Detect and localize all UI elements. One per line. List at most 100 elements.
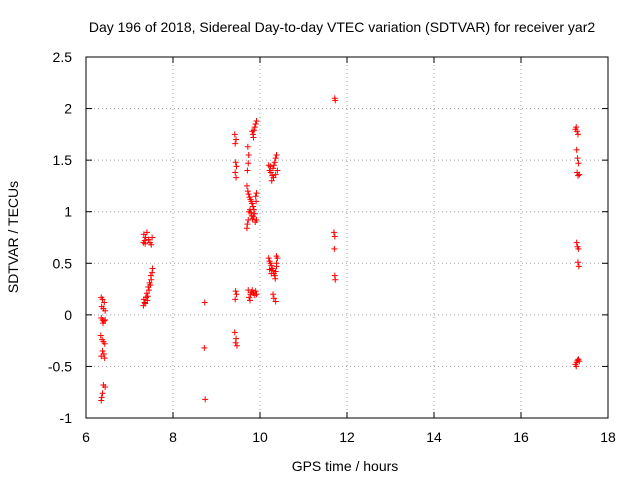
data-point	[243, 182, 250, 189]
data-point	[274, 167, 281, 174]
data-point	[245, 216, 252, 223]
data-point	[574, 259, 581, 266]
data-point	[232, 159, 239, 166]
data-point	[268, 262, 275, 269]
data-point	[99, 296, 106, 303]
data-point	[148, 241, 155, 248]
data-point	[232, 296, 239, 303]
y-axis-label: SDTVAR / TECUs	[5, 181, 21, 293]
data-point	[253, 190, 260, 197]
data-point	[99, 320, 106, 327]
data-point	[101, 340, 108, 347]
data-point	[575, 263, 582, 270]
x-tick-label: 12	[339, 429, 355, 445]
x-tick-label: 16	[513, 429, 529, 445]
y-tick-label: 1.5	[53, 152, 73, 168]
data-point	[573, 363, 580, 370]
data-point	[101, 355, 108, 362]
data-point	[244, 188, 251, 195]
axis-ticks: 6 8 10 12 14 16 18 -1 -0.5 0 0.5 1 1.5 2 2.5	[48, 49, 616, 445]
data-point	[253, 117, 260, 124]
data-point	[270, 162, 277, 169]
data-point	[146, 287, 153, 294]
data-point	[149, 234, 156, 241]
data-point	[268, 177, 275, 184]
y-tick-label: -0.5	[48, 358, 72, 374]
data-point	[575, 245, 582, 252]
data-point	[573, 124, 580, 131]
data-point	[270, 174, 277, 181]
data-point	[272, 298, 279, 305]
data-point	[249, 200, 256, 207]
data-point	[201, 299, 208, 306]
data-point	[149, 265, 156, 272]
data-point	[272, 275, 279, 282]
data-point	[102, 384, 109, 391]
data-point	[252, 121, 259, 128]
data-point	[231, 131, 238, 138]
data-point	[146, 279, 153, 286]
y-tick-label: -1	[60, 410, 73, 426]
data-point	[233, 163, 240, 170]
data-point	[233, 291, 240, 298]
grid-lines	[86, 57, 608, 418]
data-point	[575, 160, 582, 167]
data-point	[249, 215, 256, 222]
data-point	[272, 268, 279, 275]
data-point	[231, 329, 238, 336]
data-point	[332, 276, 339, 283]
data-point	[252, 288, 259, 295]
data-point	[250, 203, 257, 210]
data-point	[574, 128, 581, 135]
data-point	[270, 295, 277, 302]
data-point	[576, 358, 583, 365]
data-point	[244, 143, 251, 150]
data-point	[272, 155, 279, 162]
data-point	[246, 297, 253, 304]
data-point	[143, 290, 150, 297]
data-points	[97, 95, 583, 404]
data-point	[252, 193, 259, 200]
data-point	[232, 288, 239, 295]
data-point	[573, 239, 580, 246]
data-point	[251, 210, 258, 217]
data-point	[98, 353, 105, 360]
data-point	[232, 169, 239, 176]
data-point	[250, 127, 257, 134]
data-point	[251, 124, 258, 131]
data-point	[232, 339, 239, 346]
data-point	[267, 163, 274, 170]
data-point	[270, 267, 277, 274]
data-point	[142, 240, 149, 247]
data-point	[244, 167, 251, 174]
data-point	[574, 131, 581, 138]
data-point	[250, 134, 257, 141]
data-point	[245, 191, 252, 198]
data-point	[332, 97, 339, 104]
data-point	[233, 342, 240, 349]
data-point	[273, 263, 280, 270]
data-point	[140, 231, 147, 238]
x-tick-label: 10	[252, 429, 268, 445]
plot-frame	[85, 56, 609, 419]
data-point	[233, 136, 240, 143]
data-point	[142, 234, 149, 241]
data-point	[330, 229, 337, 236]
data-point	[267, 169, 274, 176]
data-point	[201, 344, 208, 351]
data-point	[574, 155, 581, 162]
x-tick-label: 14	[426, 429, 442, 445]
data-point	[245, 287, 252, 294]
x-tick-label: 8	[169, 429, 177, 445]
x-tick-label: 18	[600, 429, 616, 445]
y-tick-label: 0	[64, 307, 72, 323]
data-point	[98, 397, 105, 404]
data-point	[273, 151, 280, 158]
y-tick-label: 0.5	[53, 255, 73, 271]
y-tick-label: 2.5	[53, 49, 73, 65]
data-point	[266, 266, 273, 273]
data-point	[271, 159, 278, 166]
data-point	[576, 171, 583, 178]
chart-title: Day 196 of 2018, Sidereal Day-to-day VTE…	[89, 19, 595, 35]
